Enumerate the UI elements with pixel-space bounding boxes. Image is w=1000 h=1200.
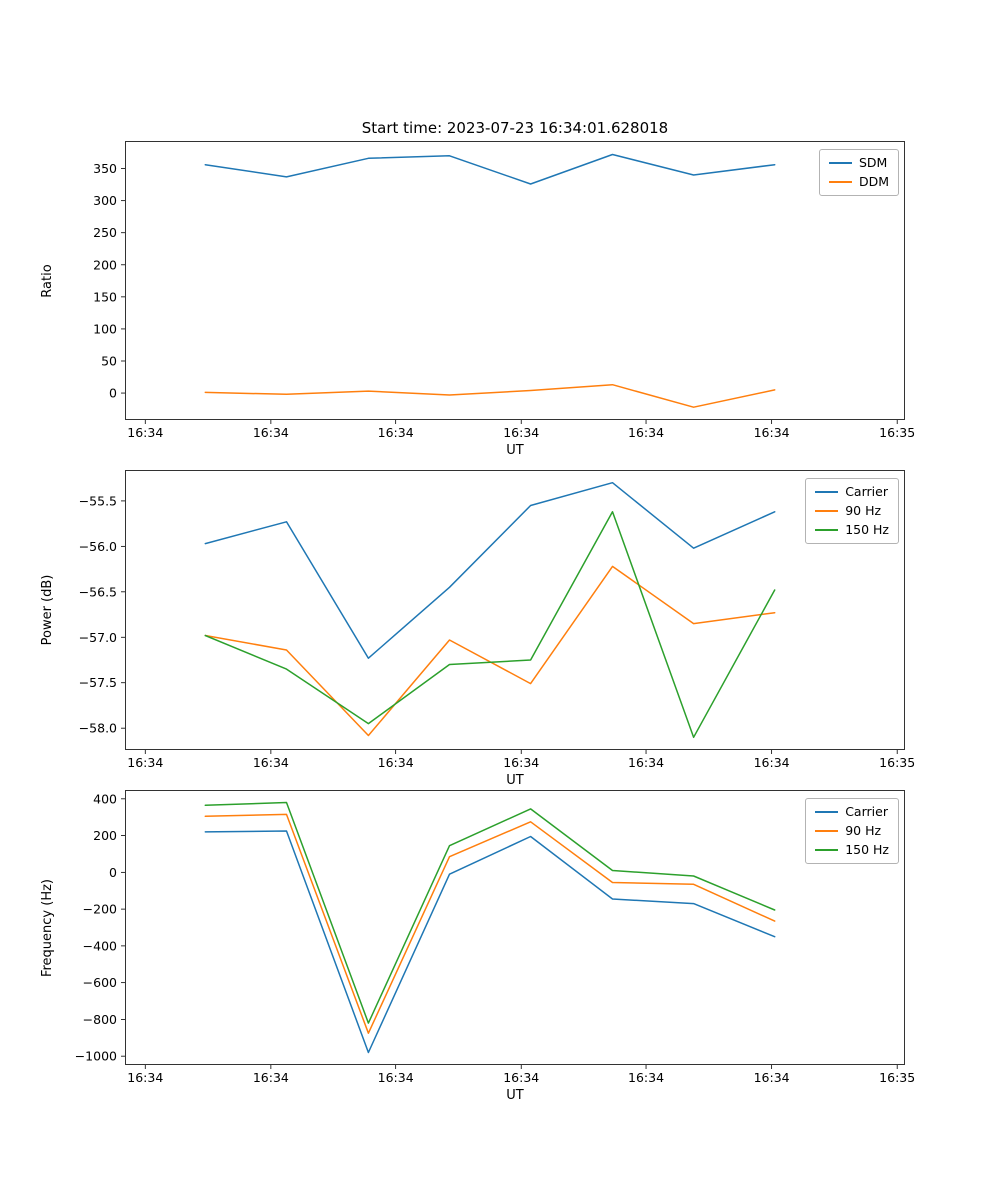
y-tick-label: −57.0 — [79, 630, 117, 645]
y-tick-label: 50 — [101, 353, 117, 368]
y-tick-label: −400 — [83, 938, 117, 953]
y-tick-label: 300 — [93, 193, 117, 208]
legend-ratio: SDM DDM — [818, 149, 899, 196]
axes-frame — [125, 141, 905, 420]
x-tick-label: 16:34 — [127, 1070, 163, 1085]
legend-item-carrier: Carrier — [815, 805, 889, 819]
y-tick-label: −55.5 — [79, 493, 117, 508]
series-line-carrier — [204, 830, 776, 1054]
legend-frequency: Carrier 90 Hz 150 Hz — [805, 798, 899, 864]
x-tick-label: 16:34 — [503, 755, 539, 770]
x-tick-label: 16:34 — [378, 755, 414, 770]
x-tick-label: 16:34 — [628, 755, 664, 770]
legend-label: 150 Hz — [845, 842, 889, 857]
x-tick-label: 16:34 — [754, 1070, 790, 1085]
y-tick-label: −600 — [83, 975, 117, 990]
series-line-carrier — [204, 481, 776, 659]
legend-line-sample — [828, 181, 852, 183]
x-tick-label: 16:34 — [127, 425, 163, 440]
legend-label: 90 Hz — [845, 823, 882, 838]
y-tick-label: −56.5 — [79, 584, 117, 599]
y-tick-label: −58.0 — [79, 721, 117, 736]
legend-label: DDM — [858, 174, 889, 189]
series-line-sdm — [204, 153, 776, 185]
x-tick-label: 16:35 — [879, 1070, 915, 1085]
y-tick-label: 400 — [93, 791, 117, 806]
series-line-150-hz — [204, 511, 776, 739]
legend-power: Carrier 90 Hz 150 Hz — [805, 478, 899, 544]
legend-label: 90 Hz — [845, 503, 882, 518]
legend-line-sample — [828, 162, 852, 164]
x-tick-label: 16:34 — [253, 425, 289, 440]
legend-label: 150 Hz — [845, 522, 889, 537]
subplot-frequency: Frequency (Hz) −1000 −800 −600 −400 −200 0 200… — [0, 790, 1000, 1103]
y-tick-label: 0 — [109, 865, 117, 880]
x-tick-label: 16:34 — [503, 425, 539, 440]
legend-item-150-hz: 150 Hz — [815, 523, 889, 537]
y-tick-label: 100 — [93, 321, 117, 336]
y-tick-label: 0 — [109, 386, 117, 401]
legend-label: Carrier — [845, 484, 888, 499]
legend-line-sample — [815, 491, 839, 493]
y-tick-label: 200 — [93, 257, 117, 272]
legend-line-sample — [815, 510, 839, 512]
legend-item-carrier: Carrier — [815, 485, 889, 499]
x-axis-label-power: UT — [506, 773, 524, 788]
legend-line-sample — [815, 811, 839, 813]
x-tick-label: 16:34 — [628, 425, 664, 440]
series-line-90-hz — [204, 813, 776, 1034]
y-tick-label: −57.5 — [79, 675, 117, 690]
legend-line-sample — [815, 529, 839, 531]
y-tick-label: 350 — [93, 161, 117, 176]
axes-frame — [125, 470, 905, 750]
y-tick-label: −1000 — [75, 1049, 117, 1064]
legend-item-90-hz: 90 Hz — [815, 824, 889, 838]
y-tick-label: −200 — [83, 902, 117, 917]
plot-area-frequency: −1000 −800 −600 −400 −200 0 200 400 16:34 16:34 16… — [75, 790, 915, 1085]
x-tick-label: 16:34 — [378, 425, 414, 440]
legend-label: Carrier — [845, 804, 888, 819]
x-tick-label: 16:34 — [754, 425, 790, 440]
series-line-ddm — [204, 383, 776, 408]
series-line-90-hz — [204, 565, 776, 737]
y-tick-label: 150 — [93, 289, 117, 304]
x-axis-label-frequency: UT — [506, 1088, 524, 1103]
series-line-150-hz — [204, 801, 776, 1024]
x-tick-label: 16:34 — [378, 1070, 414, 1085]
y-tick-label: −800 — [83, 1012, 117, 1027]
legend-item-90-hz: 90 Hz — [815, 504, 889, 518]
legend-item-150-hz: 150 Hz — [815, 843, 889, 857]
plot-area-power: −58.0 −57.5 −57.0 −56.5 −56.0 −55.5 16:34 16:34… — [79, 470, 915, 770]
x-tick-label: 16:34 — [503, 1070, 539, 1085]
legend-label: SDM — [858, 155, 888, 170]
subplot-power: Power (dB) −58.0 −57.5 −57.0 −56.5 −56.0 −55.… — [0, 470, 1000, 788]
x-tick-label: 16:34 — [628, 1070, 664, 1085]
legend-line-sample — [815, 830, 839, 832]
figure-title: Start time: 2023-07-23 16:34:01.628018 — [361, 119, 669, 137]
legend-item-sdm: SDM — [828, 155, 889, 170]
x-tick-label: 16:34 — [754, 755, 790, 770]
x-axis-label-ratio: UT — [506, 443, 524, 458]
x-tick-label: 16:35 — [879, 755, 915, 770]
y-tick-label: 200 — [93, 828, 117, 843]
plot-area-ratio: 0 50 100 150 200 250 300 350 16:34 16:34 16:34 16:3… — [93, 141, 915, 440]
legend-line-sample — [815, 849, 839, 851]
y-tick-label: 250 — [93, 225, 117, 240]
x-tick-label: 16:34 — [253, 755, 289, 770]
subplot-ratio: Ratio 0 50 100 150 200 250 300 350 16:34 16:34 16:… — [0, 141, 1000, 458]
y-tick-label: −56.0 — [79, 539, 117, 554]
x-tick-label: 16:35 — [879, 425, 915, 440]
axes-frame — [125, 790, 905, 1065]
legend-item-ddm: DDM — [828, 174, 889, 189]
x-tick-label: 16:34 — [253, 1070, 289, 1085]
x-tick-label: 16:34 — [127, 755, 163, 770]
